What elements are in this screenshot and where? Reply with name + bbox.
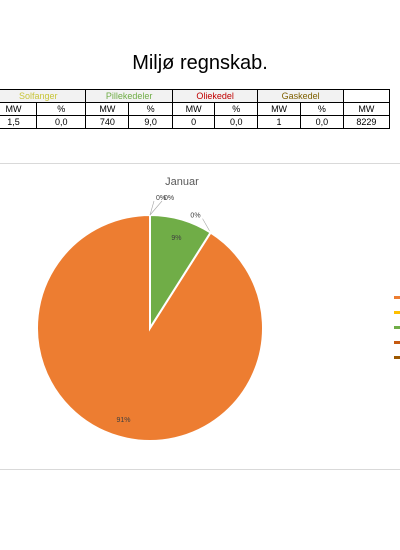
value-cell: 740: [85, 115, 130, 129]
pie-label: 0%: [190, 213, 200, 220]
value-cell: 0,0: [299, 115, 344, 129]
value-cell: 0,0: [214, 115, 259, 129]
chart-title: Januar: [165, 176, 199, 188]
unit-cell: %: [128, 102, 173, 116]
value-cell: 1: [257, 115, 301, 129]
value-cell: 9,0: [128, 115, 173, 129]
table-units-row: MW % MW % MW % MW % MW: [0, 102, 391, 116]
unit-cell: %: [214, 102, 259, 116]
value-cell: 0: [171, 115, 216, 129]
chart-area: Januar 91% 0% 9% 0% 0%: [0, 163, 400, 470]
value-cell: 0,0: [36, 115, 87, 129]
header-gaskedel: Gaskedel: [257, 89, 344, 103]
header-solfanger: Solfanger: [0, 89, 87, 103]
header-total: [342, 89, 391, 103]
energy-table: Solfanger Pillekedeler Oliekedel Gaskede…: [0, 89, 391, 129]
unit-cell: MW: [257, 102, 301, 116]
page-title: Miljø regnskab.: [132, 52, 268, 74]
pie-leader-line: [202, 218, 211, 233]
legend-item-2: [394, 326, 400, 329]
legend-item-4: [394, 356, 400, 359]
pie-label: 0%: [156, 195, 166, 202]
unit-cell: MW: [342, 102, 391, 116]
value-cell: 8229: [342, 115, 391, 129]
table-header-row: Solfanger Pillekedeler Oliekedel Gaskede…: [0, 89, 391, 103]
pie-label: 9%: [171, 235, 181, 242]
pie-leader-line: [149, 200, 155, 216]
table-values-row: 1,5 0,0 740 9,0 0 0,0 1 0,0 8229: [0, 115, 391, 129]
pie-chart: Januar 91%0%9%0%0%: [36, 176, 264, 442]
legend-item-1: [394, 311, 400, 314]
unit-cell: MW: [0, 102, 38, 116]
pie-leader-line: [149, 200, 163, 216]
pie-label: 91%: [117, 417, 131, 424]
unit-cell: %: [36, 102, 87, 116]
unit-cell: MW: [171, 102, 216, 116]
unit-cell: %: [299, 102, 344, 116]
header-oliekedel: Oliekedel: [171, 89, 259, 103]
value-cell: 1,5: [0, 115, 38, 129]
unit-cell: MW: [85, 102, 130, 116]
header-pillekedeler: Pillekedeler: [85, 89, 173, 103]
legend-item-0: [394, 296, 400, 299]
pie-label: 0%: [164, 195, 174, 202]
legend-item-3: [394, 341, 400, 344]
